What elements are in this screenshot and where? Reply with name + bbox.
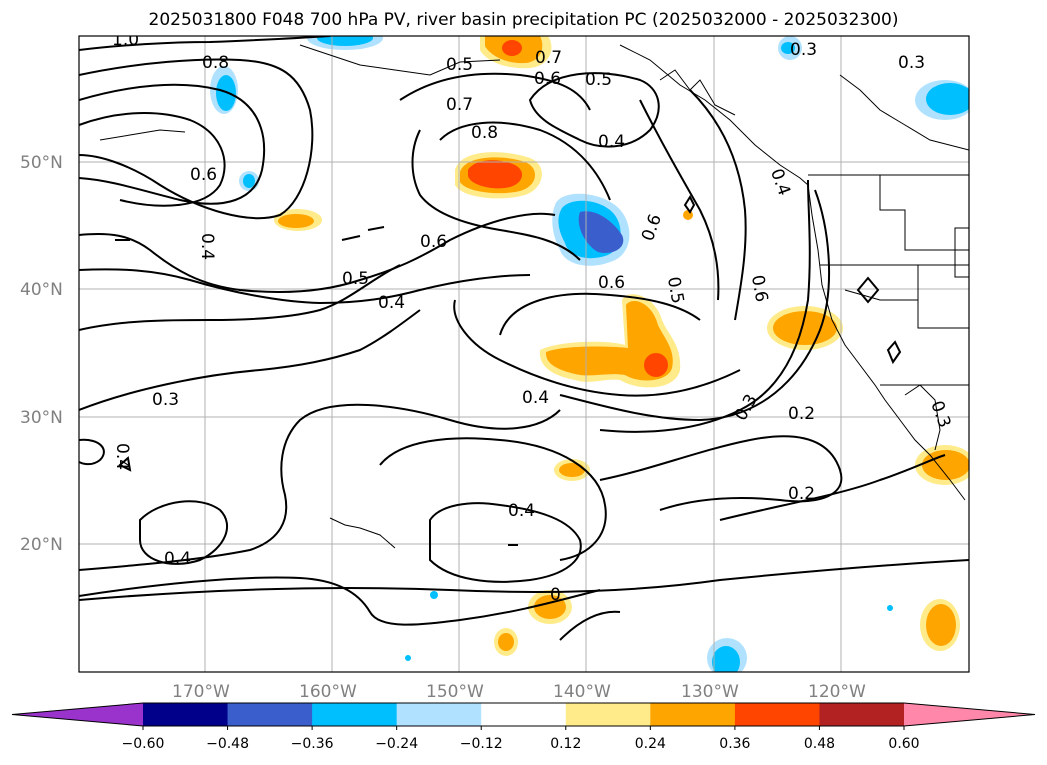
contour-label: 0.6 xyxy=(534,69,561,89)
colorbar-swatch xyxy=(819,703,905,726)
colorbar-tick-label: −0.12 xyxy=(460,736,503,752)
lat-label: 50°N xyxy=(20,153,63,173)
contour-label: 0.8 xyxy=(202,53,229,73)
lon-label: 160°W xyxy=(299,682,357,702)
lon-label: 140°W xyxy=(553,682,611,702)
colorbar-tick-label: 0.12 xyxy=(550,736,581,752)
contour-label: 0.6 xyxy=(747,274,771,304)
lon-label: 150°W xyxy=(426,682,484,702)
contour-label: 0.3 xyxy=(898,53,925,73)
colorbar-tick-label: 0.60 xyxy=(888,736,919,752)
pv-contours xyxy=(79,36,969,641)
colorbar-swatch xyxy=(227,703,313,726)
lat-label: 40°N xyxy=(20,280,63,300)
colorbar-swatch xyxy=(565,703,651,726)
colorbar-swatch xyxy=(734,703,820,726)
contour-label: 0.4 xyxy=(197,233,217,260)
colorbar-swatch xyxy=(650,703,736,726)
contour-label: 0.4 xyxy=(598,132,625,152)
contour-label: 0.6 xyxy=(598,273,625,293)
contour-label: 0.4 xyxy=(508,501,535,521)
contour-label: 0.3 xyxy=(152,390,179,410)
colorbar-tick-label: 0.48 xyxy=(804,736,835,752)
colorbar-swatch xyxy=(312,703,398,726)
contour-label: 0.4 xyxy=(522,388,549,408)
contour-label: 0.3 xyxy=(790,40,817,60)
lon-label: 130°W xyxy=(681,682,739,702)
contour-label: 0.5 xyxy=(585,70,612,90)
colorbar-swatch xyxy=(481,703,567,726)
contour-label: 0.5 xyxy=(446,55,473,75)
contour-label: 0.5 xyxy=(342,269,369,289)
contour-label: 0.5 xyxy=(663,275,687,305)
lon-labels: 170°W 160°W 150°W 140°W 130°W 120°W xyxy=(172,682,866,702)
colorbar-tick-label: −0.36 xyxy=(291,736,334,752)
lon-label: 120°W xyxy=(808,682,866,702)
lat-label: 20°N xyxy=(20,535,63,555)
colorbar-swatch xyxy=(143,703,229,726)
map-frame xyxy=(78,35,970,673)
contour-label: 0.4 xyxy=(112,443,132,470)
colorbar-tick-label: −0.60 xyxy=(122,736,165,752)
colorbar-tick-label: −0.24 xyxy=(375,736,418,752)
colorbar-extend-high xyxy=(904,703,1035,726)
contour-label: 0.7 xyxy=(535,48,562,68)
contour-label: 0 xyxy=(550,585,561,605)
contour-label: 0.2 xyxy=(788,404,815,424)
colorbar-tick-label: 0.36 xyxy=(719,736,750,752)
colorbar-extend-low xyxy=(12,703,143,726)
contour-label: 0.6 xyxy=(420,232,447,252)
map-area: 1.0 0.8 0.5 0.7 0.6 0.5 0.7 0.8 0.4 0.3 … xyxy=(79,30,969,672)
colorbar-tick-label: 0.24 xyxy=(635,736,666,752)
colorbar-tick-label: −0.48 xyxy=(206,736,249,752)
lon-label: 170°W xyxy=(172,682,230,702)
coastlines xyxy=(99,44,969,549)
contour-label: 0.4 xyxy=(164,549,191,569)
colorbar: −0.60 −0.48 −0.36 −0.24 −0.12 0.12 0.24 0.36 0.4… xyxy=(11,702,1036,752)
lat-label: 30°N xyxy=(20,408,63,428)
contour-label: 0.4 xyxy=(378,293,405,313)
lat-labels: 50°N 40°N 30°N 20°N xyxy=(20,153,63,555)
contour-label: 0.6 xyxy=(190,165,217,185)
map-title: 2025031800 F048 700 hPa PV, river basin … xyxy=(148,10,899,30)
colorbar-swatch xyxy=(396,703,482,726)
contour-label: 0.8 xyxy=(471,123,498,143)
contour-label: 0.7 xyxy=(446,95,473,115)
precip-shading xyxy=(210,36,969,672)
contour-label: 0.2 xyxy=(788,484,815,504)
contour-label: 1.0 xyxy=(112,30,139,50)
